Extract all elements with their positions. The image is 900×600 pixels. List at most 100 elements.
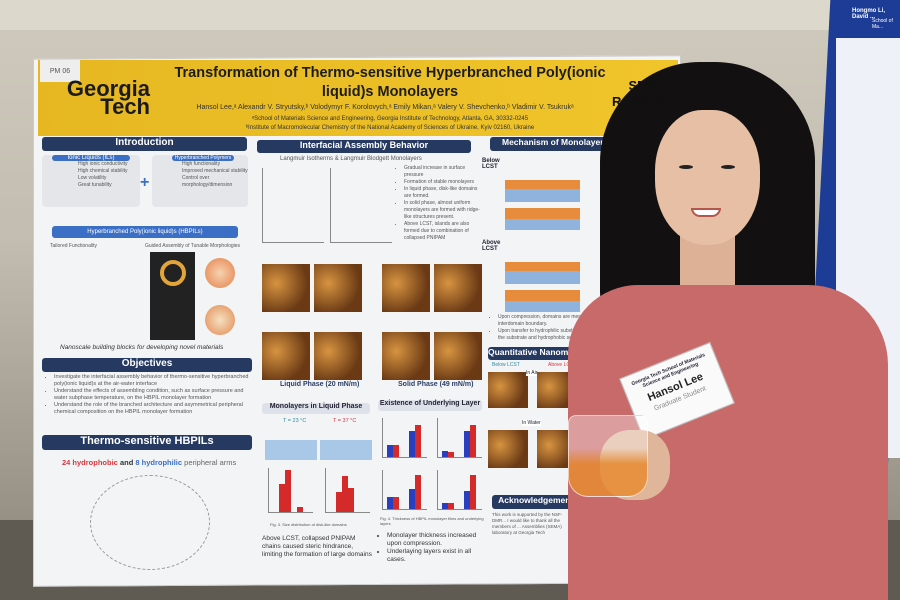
ack-header: Acknowledgements — [492, 495, 582, 509]
il-point: Great tunability — [78, 182, 112, 188]
chart-bar — [442, 451, 448, 457]
histogram-bar — [336, 492, 342, 512]
plus-icon: + — [140, 174, 150, 191]
chart-bar — [442, 503, 448, 509]
chart-bar — [387, 497, 393, 509]
size-histogram-23c — [268, 468, 313, 513]
poster-affiliations: ᵃSchool of Materials Science and Enginee… — [170, 115, 610, 133]
quant-above-label: Above LCST — [548, 362, 577, 368]
poster-banner — [38, 60, 678, 136]
interfacial-point: Formation of stable monolayers — [404, 179, 483, 186]
person-face — [655, 110, 760, 245]
afm-image — [434, 332, 482, 380]
chart-bar — [393, 497, 399, 509]
lab-name: SEMA Research Lab — [612, 78, 671, 125]
il-point: High ionic conductivity — [78, 161, 128, 167]
intro-header: Introduction — [42, 137, 247, 151]
chart-bar — [409, 431, 415, 457]
histogram-bar — [297, 507, 303, 512]
below-lcst-label: Below LCST — [482, 158, 500, 170]
il-label: Ionic Liquids (ILs) — [52, 155, 130, 161]
histogram-bar — [342, 476, 348, 512]
hbp-points: High functionality Improved mechanical s… — [152, 161, 248, 189]
particle-image — [205, 258, 235, 288]
arms-text: peripheral arms — [184, 458, 237, 467]
mechanism-point: Upon compression, domains are merged wit… — [498, 314, 612, 328]
isotherm-chart-37c — [330, 168, 392, 243]
chart-bar — [464, 431, 470, 457]
liquid-phase-conclusion: Above LCST, collapsed PNIPAM chains caus… — [262, 535, 372, 558]
mechanism-diagram — [505, 208, 580, 230]
affiliation-a: ᵃSchool of Materials Science and Enginee… — [251, 116, 529, 122]
afm-image — [314, 332, 362, 380]
mechanism-diagram — [505, 180, 580, 202]
affiliation-b: ᵇInstitute of Macromolecular Chemistry o… — [245, 125, 535, 131]
chart-bar — [387, 445, 393, 457]
mechanism-points: Upon compression, domains are merged wit… — [492, 314, 612, 342]
mechanism-diagram — [505, 262, 580, 284]
objectives-list: Investigate the interfacial assembly beh… — [48, 374, 250, 416]
poster-title: Transformation of Thermo-sensitive Hyper… — [174, 65, 606, 100]
interfacial-point: Above LCST, islands are also formed due … — [404, 221, 483, 242]
isotherm-chart-23c — [262, 168, 324, 243]
and-text: and — [119, 458, 134, 467]
il-point: High chemical stability — [78, 168, 128, 174]
intro-sub1: Tailored Functionality — [50, 243, 97, 249]
interfacial-subheader: Langmuir Isotherms & Langmuir Blodgett M… — [280, 156, 422, 162]
plastic-cup — [568, 415, 648, 497]
chart-bar — [415, 425, 421, 457]
hbpil-label: Hyperbranched Poly(ionic liquid)s (HBPIL… — [52, 226, 238, 238]
interfacial-header: Interfacial Assembly Behavior — [257, 140, 471, 153]
above-lcst-label: Above LCST — [482, 240, 501, 252]
afm-image — [262, 264, 310, 312]
solid-phase-label: Solid Phase (49 mN/m) — [398, 381, 474, 388]
objective-item: Understand the role of the branched arch… — [54, 402, 250, 416]
georgia-tech-logo: Georgia Tech — [66, 76, 150, 119]
chart-bar — [393, 445, 399, 457]
quant-below-label: Below LCST — [492, 362, 520, 368]
eye — [679, 165, 693, 169]
mechanism-point: Upon transfer to hydrophilic substrate, … — [498, 328, 612, 342]
afm-image — [382, 332, 430, 380]
hbpils-description: 24 hydrophobic and 8 hydrophilic periphe… — [62, 458, 236, 467]
il-box: Ionic Liquids (ILs) High ionic conductiv… — [42, 155, 140, 207]
molecule-structure — [90, 475, 210, 570]
chart-bar — [448, 503, 454, 509]
subphase-diagram — [320, 440, 372, 460]
underlying-point: Underlaying layers exist in all cases. — [387, 548, 486, 564]
size-histogram-37c — [325, 468, 370, 513]
hbp-point: Improved mechanical stability — [182, 168, 248, 174]
histogram-bar — [279, 484, 285, 512]
chart-bar — [464, 491, 470, 509]
afm-image — [262, 332, 310, 380]
poster-authors: Hansol Lee,ᵃ Alexandr V. Stryutsky,ᵇ Vol… — [196, 104, 574, 111]
modulus-image — [488, 372, 528, 408]
interfacial-point: In liquid phase, disk-like domains are f… — [404, 186, 483, 200]
thickness-chart — [382, 470, 427, 510]
chart-bar — [470, 475, 476, 509]
mechanism-diagram — [505, 290, 580, 312]
liquid-phase-header: Monolayers in Liquid Phase — [262, 403, 370, 414]
hbp-point: Control over morphology/dimension — [182, 175, 233, 188]
temp-37: T = 37 °C — [333, 418, 357, 424]
il-point: Low volatility — [78, 175, 107, 181]
ack-text: This work is supported by the NSF-DMR...… — [492, 512, 563, 535]
ring-morphology — [159, 260, 186, 286]
eye — [721, 165, 735, 169]
afm-image — [382, 264, 430, 312]
hbp-label: Hyperbranched Polymers — [172, 155, 234, 161]
intro-sub2: Guided Assembly of Tunable Morphologies — [145, 243, 241, 249]
thickness-chart — [382, 418, 427, 458]
hydrophilic-label: 8 hydrophilic — [135, 458, 183, 467]
temp-23: T = 23 °C — [283, 418, 307, 424]
neighbor-poster-school: School of Ma... — [872, 18, 893, 30]
histogram-bar — [348, 488, 354, 512]
interfacial-points: Gradual increase in surface pressure For… — [398, 165, 483, 242]
interfacial-point: In solid phase, almost uniform monolayer… — [404, 200, 483, 221]
smile — [691, 208, 721, 217]
chart-bar — [448, 452, 454, 457]
in-water-label: In Water — [522, 420, 541, 426]
chart-bar — [409, 489, 415, 509]
hbp-point: High functionality — [182, 161, 221, 167]
objectives-header: Objectives — [42, 358, 252, 372]
